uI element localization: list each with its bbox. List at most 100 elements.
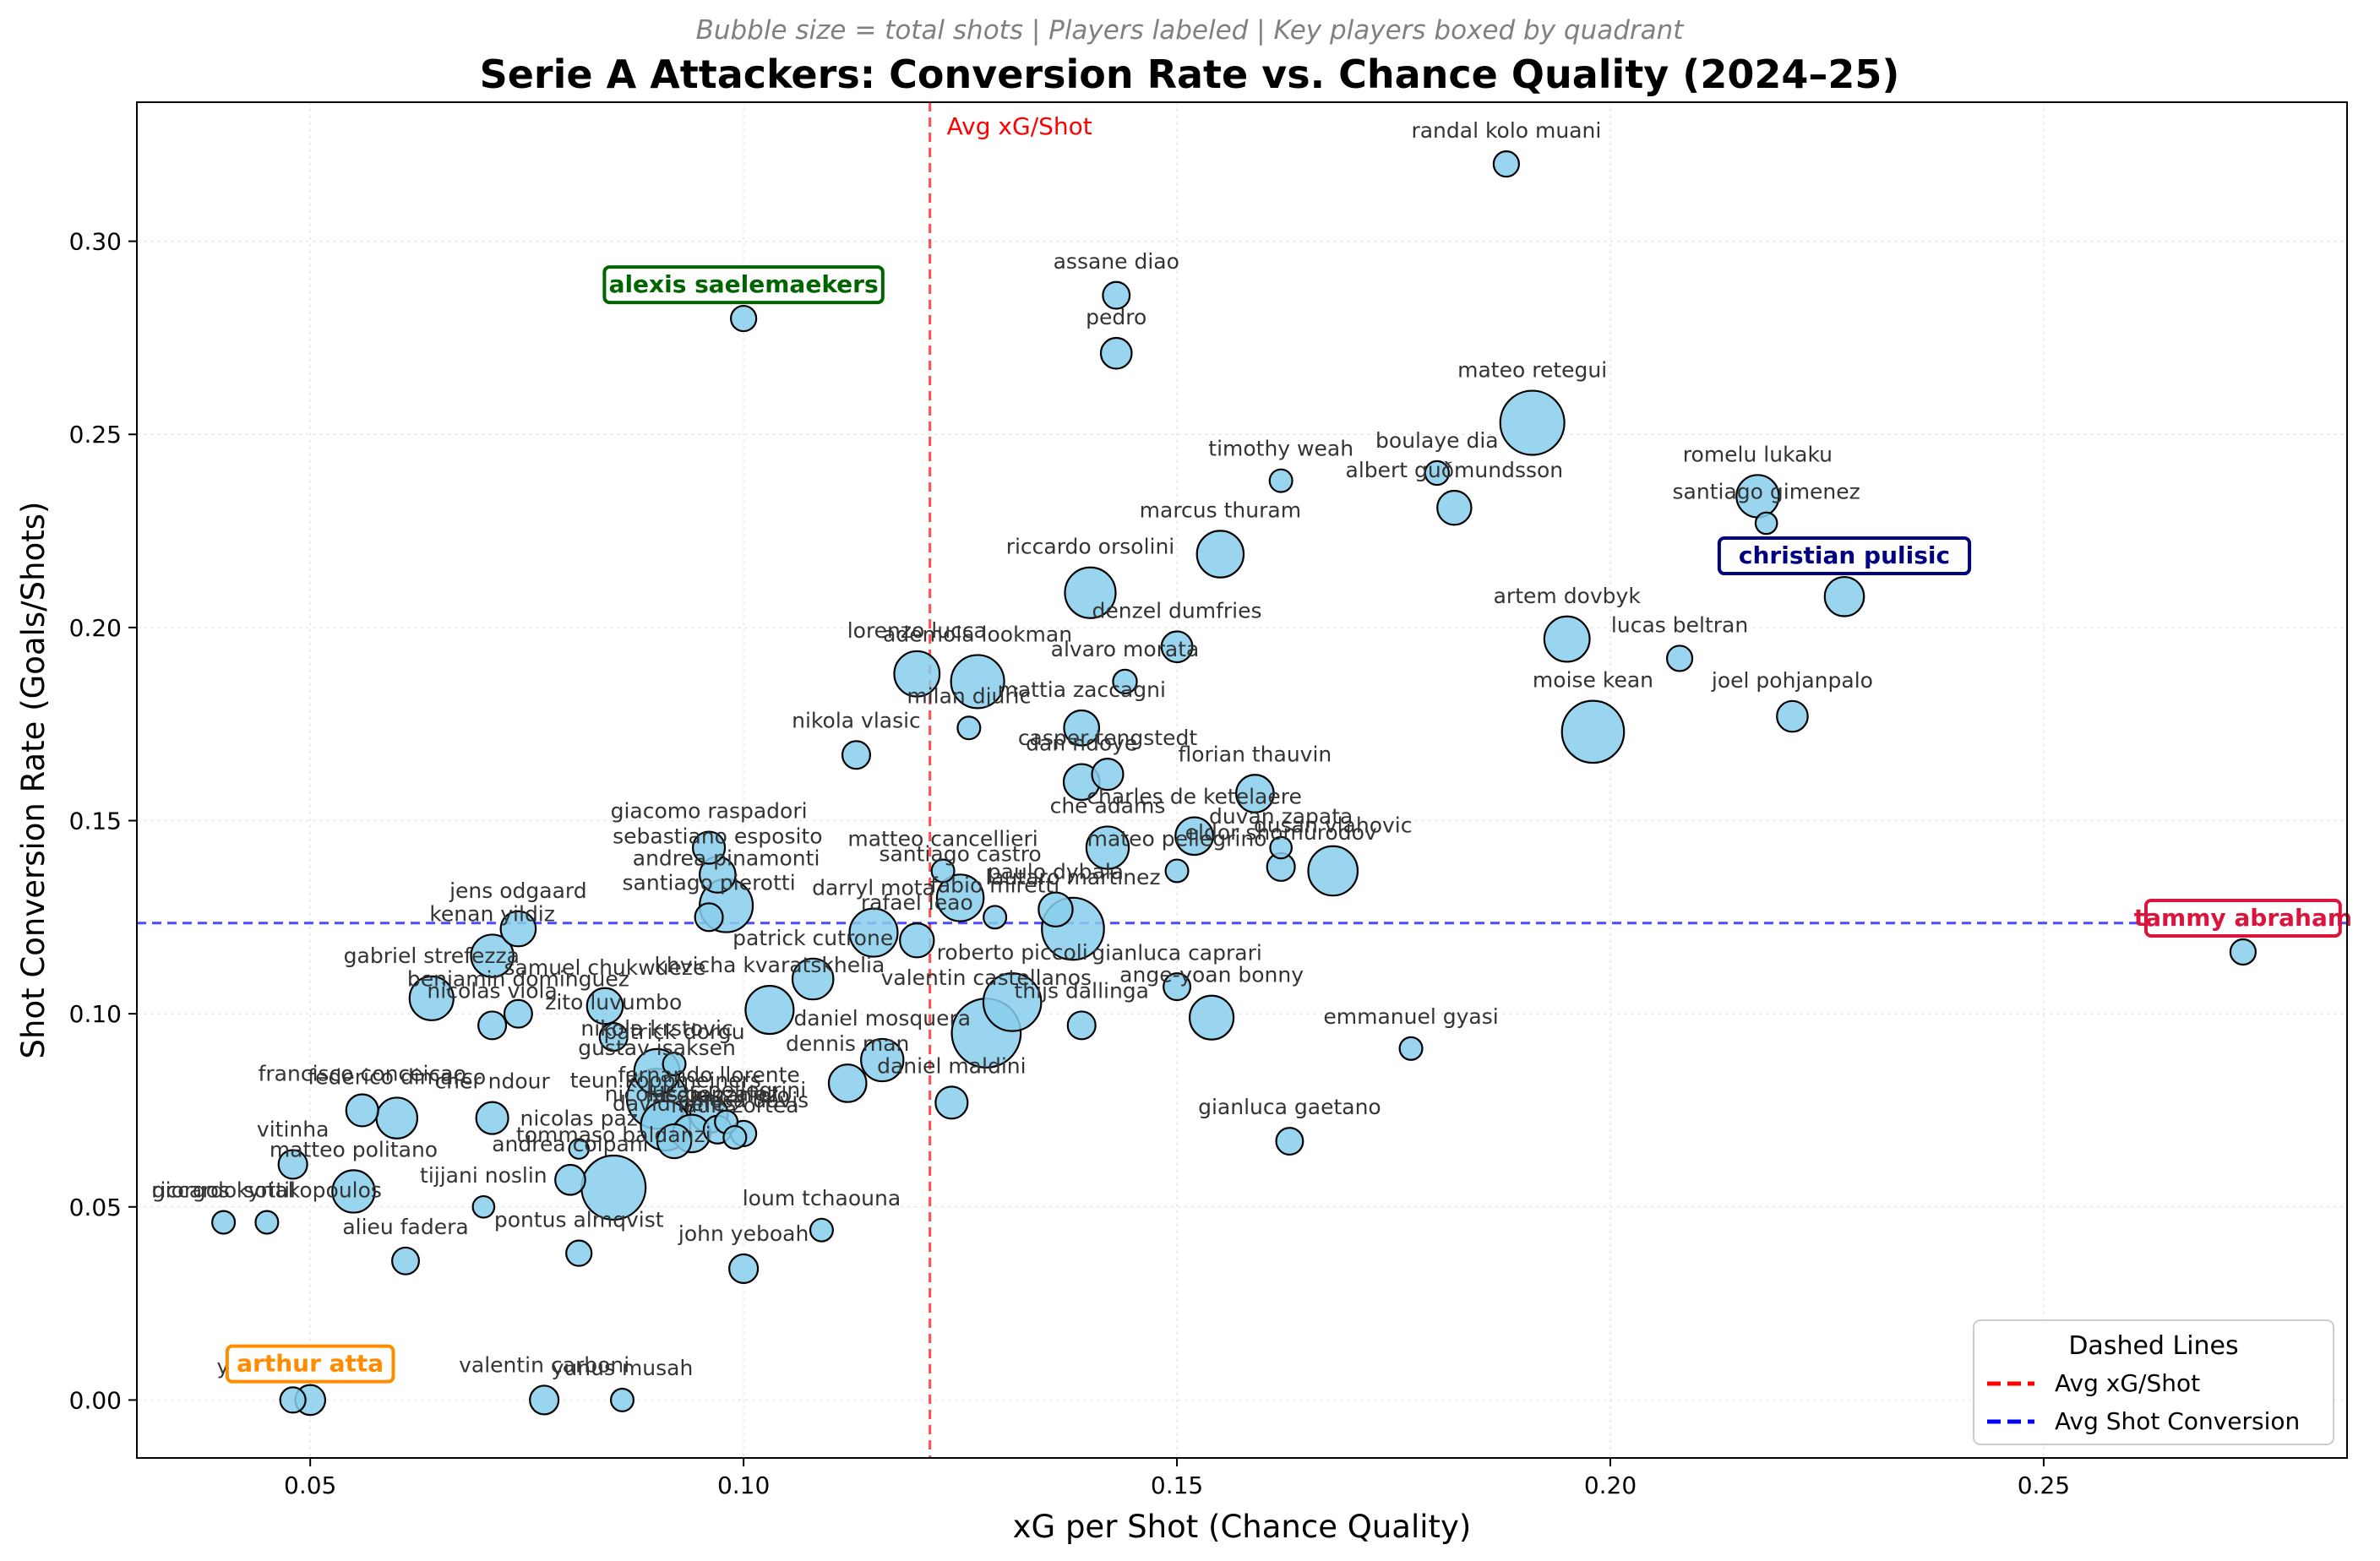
key-player-label: alexis saelemaekers: [602, 265, 885, 305]
point-label: boulaye dia: [1375, 428, 1499, 453]
point-label: dennis man: [786, 1031, 909, 1056]
point-label: marcus thuram: [1140, 498, 1301, 522]
key-player-box: [225, 1344, 395, 1384]
bubble-point: [1066, 1010, 1097, 1041]
bubble-point: [728, 1253, 760, 1285]
point-label: kenan yildiz: [429, 901, 555, 926]
bubble-point: [609, 1387, 635, 1412]
point-label: mateo pellegrino: [1087, 827, 1267, 851]
x-tick-label: 0.25: [2018, 1471, 2070, 1499]
point-label: ange-yoan bonny: [1119, 963, 1304, 987]
bubble-point: [277, 1149, 308, 1180]
point-label: jens odgaard: [449, 878, 587, 903]
point-label: matteo politano: [270, 1137, 438, 1161]
point-label: santiago pierotti: [623, 870, 796, 895]
point-label: milan djuric: [907, 683, 1031, 708]
bubble-point: [254, 1210, 280, 1235]
bubble-point: [893, 650, 941, 698]
point-label: federico dimarco: [308, 1064, 486, 1089]
chart-title: Serie A Attackers: Conversion Rate vs. C…: [480, 52, 1900, 97]
key-player-name: alexis saelemaekers: [609, 270, 879, 298]
bubble-point: [1160, 630, 1194, 664]
bubble-point: [331, 1169, 376, 1214]
bubble-point: [2229, 938, 2257, 966]
point-label: daniel mosquera: [793, 1006, 971, 1031]
point-label: florian thauvin: [1178, 742, 1332, 766]
point-label: loum tchaouna: [743, 1186, 901, 1210]
point-label: pedro: [1086, 305, 1146, 329]
legend: Dashed Lines Avg xG/Shot Avg Shot Conversi…: [1973, 1319, 2334, 1445]
bubble-point: [809, 1217, 834, 1243]
x-tick-label: 0.05: [284, 1471, 336, 1499]
key-player-name: christian pulisic: [1739, 541, 1950, 569]
bubble-point: [656, 1123, 693, 1160]
bubble-point: [565, 1239, 593, 1267]
key-player-box: [2143, 898, 2342, 938]
x-tick-label: 0.20: [1584, 1471, 1637, 1499]
point-label: darryl mota: [812, 876, 935, 900]
point-label: santiago castro: [879, 841, 1041, 866]
bubble-point: [982, 972, 1043, 1032]
bubble-point: [1398, 1036, 1424, 1061]
bubble-point: [983, 905, 1008, 930]
point-label: lorenzo lucca: [847, 618, 987, 643]
bubble-point: [1195, 530, 1245, 579]
y-tick-label: 0.00: [69, 1386, 122, 1414]
bubble-point: [956, 715, 982, 741]
point-label: gabriel strefezza: [344, 944, 520, 968]
point-label: roberto piccoli: [937, 940, 1088, 965]
bubble-point: [471, 1194, 496, 1219]
point-label: zito luvumbo: [545, 990, 682, 1014]
bubble-layer: [211, 150, 2257, 1417]
bubble-point: [1492, 150, 1520, 178]
point-label: fernando llorente: [618, 1063, 799, 1087]
bubble-point: [1063, 709, 1101, 747]
bubble-point: [1064, 566, 1117, 619]
point-label: nicolas viola: [427, 978, 557, 1003]
bubble-point: [1112, 668, 1138, 695]
key-player-label: tammy abraham: [2134, 898, 2352, 938]
legend-item-label: Avg xG/Shot: [2055, 1369, 2200, 1397]
bubble-point: [470, 933, 515, 978]
point-label: santiago gimenez: [1673, 480, 1860, 504]
point-label: patrick cutrone: [733, 926, 893, 950]
bubble-point: [1091, 758, 1125, 791]
point-label-layer: randal kolo muani assane diao alexis saele…: [151, 118, 2352, 1384]
point-label: nikola vlasic: [792, 708, 921, 732]
bubble-point: [860, 1037, 905, 1083]
bubble-point: [1436, 489, 1473, 526]
point-label: gustav isaksen: [578, 1036, 736, 1060]
point-label: lautaro martinez: [985, 865, 1160, 889]
y-tick-label: 0.20: [69, 614, 122, 642]
point-label: gianluca caprari: [1092, 940, 1262, 965]
point-label: david neres: [613, 1091, 736, 1116]
bubble-point: [1268, 468, 1293, 493]
bubble-point: [568, 1138, 590, 1160]
bubble-point: [722, 1124, 748, 1150]
bubble-point: [503, 998, 533, 1029]
point-label: gianluca gaetano: [1198, 1095, 1381, 1119]
chart-subtitle: Bubble size = total shots | Players labe…: [696, 15, 1686, 46]
point-label: vitinha: [257, 1118, 329, 1142]
point-label: rafael leao: [861, 890, 973, 915]
bubble-point: [1665, 645, 1694, 672]
point-label: dusan vlahovic: [1254, 813, 1413, 838]
bubble-point: [848, 907, 899, 958]
key-player-label: christian pulisic: [1717, 536, 1972, 576]
point-label: duvan zapata: [1209, 804, 1353, 829]
point-label: thijs dallinga: [1014, 978, 1149, 1003]
y-tick-label: 0.10: [69, 1000, 122, 1028]
key-player-name: tammy abraham: [2134, 904, 2352, 932]
bubble-point: [554, 1163, 586, 1196]
point-label: charles de ketelaere: [1087, 785, 1302, 809]
point-label: timothy weah: [1208, 437, 1353, 461]
y-tick-label: 0.05: [69, 1194, 122, 1221]
point-label: daniel maldini: [877, 1053, 1026, 1078]
bubble-point: [1269, 835, 1293, 860]
bubble-point: [345, 1093, 379, 1128]
plot-area: [136, 101, 2348, 1459]
point-label: riccardo orsolini: [1006, 535, 1175, 559]
point-label: andrea pinamonti: [633, 846, 820, 871]
bubble-point: [1275, 1127, 1304, 1156]
point-label: lucas pellegrini: [646, 1078, 806, 1102]
